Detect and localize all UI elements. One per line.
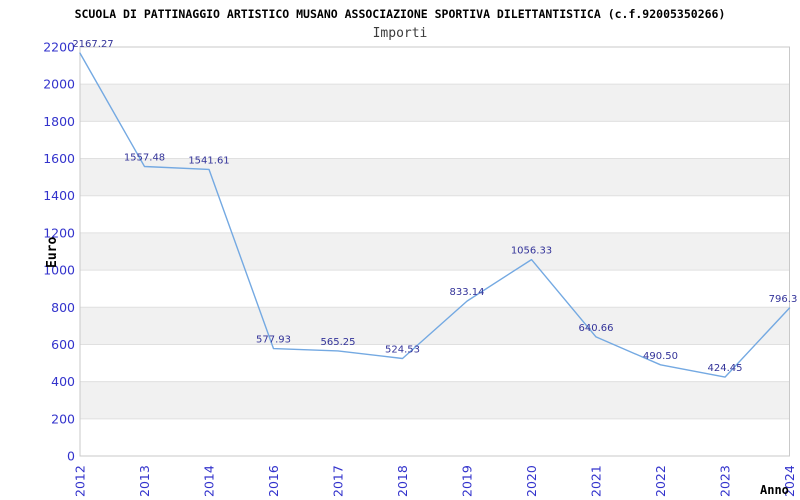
- x-tick-label: 2017: [331, 465, 346, 497]
- data-point-label: 1541.61: [188, 155, 229, 166]
- data-point-label: 2167.27: [72, 39, 113, 50]
- x-tick-label: 2020: [524, 465, 539, 497]
- x-tick-label: 2022: [653, 465, 668, 497]
- data-point-label: 640.66: [579, 323, 614, 334]
- data-point-label: 490.50: [643, 351, 678, 362]
- y-tick-label: 600: [51, 337, 75, 352]
- x-axis-title: Anno: [760, 483, 789, 497]
- data-point-label: 577.93: [256, 335, 291, 346]
- data-point-label: 833.14: [450, 287, 485, 298]
- x-tick-label: 2012: [73, 465, 88, 497]
- y-tick-label: 1200: [43, 225, 75, 240]
- y-tick-label: 2200: [43, 40, 75, 55]
- x-tick-label: 2016: [266, 465, 281, 497]
- data-point-label: 796.3: [769, 294, 798, 305]
- plot-band: [80, 307, 790, 345]
- x-tick-label: 2013: [137, 465, 152, 497]
- chart-title: SCUOLA DI PATTINAGGIO ARTISTICO MUSANO A…: [74, 7, 726, 21]
- x-tick-label: 2019: [460, 465, 475, 497]
- x-tick-label: 2018: [395, 465, 410, 497]
- x-tick-label: 2021: [589, 465, 604, 497]
- plot-band: [80, 158, 790, 196]
- y-tick-label: 200: [51, 411, 75, 426]
- y-tick-label: 2000: [43, 77, 75, 92]
- plot-border: [79, 46, 790, 457]
- x-tick-label: 2024: [782, 465, 797, 497]
- y-tick-label: 1600: [43, 151, 75, 166]
- y-tick-label: 800: [51, 300, 75, 315]
- data-point-label: 424.45: [708, 363, 743, 374]
- y-tick-label: 0: [67, 449, 75, 464]
- plot-band: [80, 84, 790, 122]
- plot-band: [80, 232, 790, 271]
- y-axis-title: Euro: [45, 236, 60, 268]
- chart-subtitle: Importi: [372, 26, 428, 41]
- y-tick-label: 1000: [43, 263, 75, 278]
- data-point-label: 1557.48: [124, 153, 165, 164]
- y-tick-label: 400: [51, 374, 75, 389]
- data-point-label: 524.53: [385, 345, 420, 356]
- x-tick-label: 2014: [202, 465, 217, 497]
- y-tick-label: 1400: [43, 188, 75, 203]
- data-point-label: 1056.33: [511, 246, 552, 257]
- plot-band: [80, 381, 790, 419]
- data-point-label: 565.25: [321, 337, 356, 348]
- y-tick-label: 1800: [43, 114, 75, 129]
- series-line: [79, 52, 791, 378]
- x-tick-label: 2023: [718, 465, 733, 497]
